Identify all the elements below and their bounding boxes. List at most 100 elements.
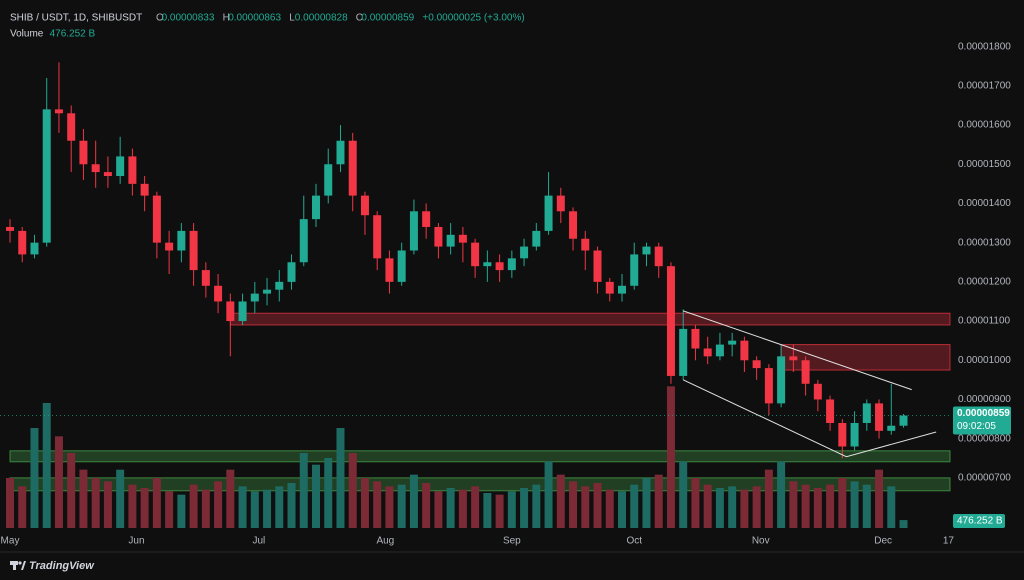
candle-body [177, 230, 186, 251]
volume-bar [152, 478, 161, 528]
candle-body [630, 254, 639, 286]
y-tick-label: 0.00001100 [958, 316, 1011, 327]
volume-bar [752, 486, 761, 528]
volume-bar [666, 386, 675, 528]
volume-bar [422, 483, 431, 528]
candle-body [385, 258, 394, 282]
candle-body [312, 195, 320, 220]
candle-body [715, 344, 724, 357]
candle-body [434, 226, 443, 247]
legend-text: H [223, 13, 230, 24]
volume-bar [691, 478, 700, 528]
volume-bar [875, 469, 884, 528]
volume-bar [838, 478, 847, 528]
candle-body [299, 219, 308, 263]
legend-text: 0.00000859 [361, 13, 414, 24]
volume-bar [434, 491, 443, 528]
trendline [682, 379, 937, 458]
candle-body [471, 242, 480, 267]
candle-body [18, 230, 27, 255]
candle-body [238, 301, 247, 322]
candle-body [458, 234, 467, 243]
volume-bar [813, 488, 822, 528]
brand-name: TradingView [29, 560, 95, 572]
candle-body [409, 211, 418, 251]
candle-body [752, 360, 761, 369]
candle-body [373, 215, 382, 259]
candle-body [887, 425, 896, 431]
candle-body [838, 422, 847, 447]
legend-text: O [156, 13, 164, 24]
volume-bar [703, 484, 712, 528]
candle-body [777, 356, 786, 404]
x-tick-label: Jun [128, 536, 144, 547]
candle-body [103, 172, 112, 177]
volume-bar [642, 478, 651, 528]
volume-bar [360, 478, 369, 528]
volume-bar [409, 474, 418, 528]
candle-body [30, 242, 39, 255]
volume-bar [103, 481, 112, 528]
volume-bar [165, 491, 174, 528]
legend-text: 0.00000828 [295, 13, 348, 24]
volume-bar [238, 486, 247, 528]
legend-text: +0.00000025 (+3.00%) [422, 13, 524, 24]
x-tick-label: Oct [626, 536, 642, 547]
candle-body [287, 262, 296, 282]
candle-body [140, 183, 149, 196]
x-tick-label: Aug [376, 536, 394, 547]
volume-bar [520, 488, 529, 528]
candle-body [324, 164, 333, 196]
candle-body [569, 211, 578, 239]
candle-body [165, 242, 174, 251]
candle-body [899, 415, 908, 426]
volume-bar [728, 486, 737, 528]
candle-body [556, 195, 565, 212]
volume-bar [740, 489, 749, 528]
candle-body [703, 348, 712, 357]
volume-bar [397, 484, 406, 528]
volume-bar [654, 474, 663, 528]
volume-bar [544, 461, 553, 528]
candle-body [740, 340, 749, 361]
candle-body [360, 195, 369, 216]
volume-bar [42, 403, 51, 528]
y-tick-label: 0.00001400 [958, 198, 1011, 209]
volume-bar [715, 488, 724, 528]
x-tick-label: Jul [252, 536, 265, 547]
candle-body [801, 360, 810, 384]
legend-volume-value: 476.252 B [50, 29, 96, 40]
candle-body [6, 226, 14, 231]
y-tick-label: 0.00001200 [958, 276, 1011, 287]
volume-bar [189, 484, 198, 528]
volume-bar [446, 488, 455, 528]
plot-area [0, 62, 951, 528]
volume-bar [618, 491, 626, 528]
volume-bar [679, 461, 688, 528]
y-tick-label: 0.00001800 [958, 41, 1011, 52]
candle-body [520, 246, 529, 259]
volume-bar [336, 428, 345, 528]
candle-body [189, 230, 198, 271]
candle-body [422, 211, 431, 227]
volume-bar [507, 491, 516, 528]
candle-body [54, 109, 63, 114]
candle-body [581, 238, 590, 251]
candle-body [532, 230, 541, 247]
volume-bar [777, 461, 786, 528]
y-tick-label: 0.00000800 [958, 433, 1011, 444]
candle-body [336, 140, 345, 165]
y-tick-label: 0.00001000 [958, 355, 1011, 366]
volume-bar [201, 489, 210, 528]
candle-body [446, 234, 455, 247]
candle-body [875, 403, 884, 431]
volume-bar [6, 478, 14, 528]
candle-body [348, 140, 357, 196]
volume-bar [458, 489, 467, 528]
volume-bar [630, 484, 639, 528]
candle-body [593, 250, 602, 282]
volume-bar [569, 481, 578, 528]
volume-bar [593, 483, 602, 528]
y-tick-label: 0.00001600 [958, 120, 1011, 131]
